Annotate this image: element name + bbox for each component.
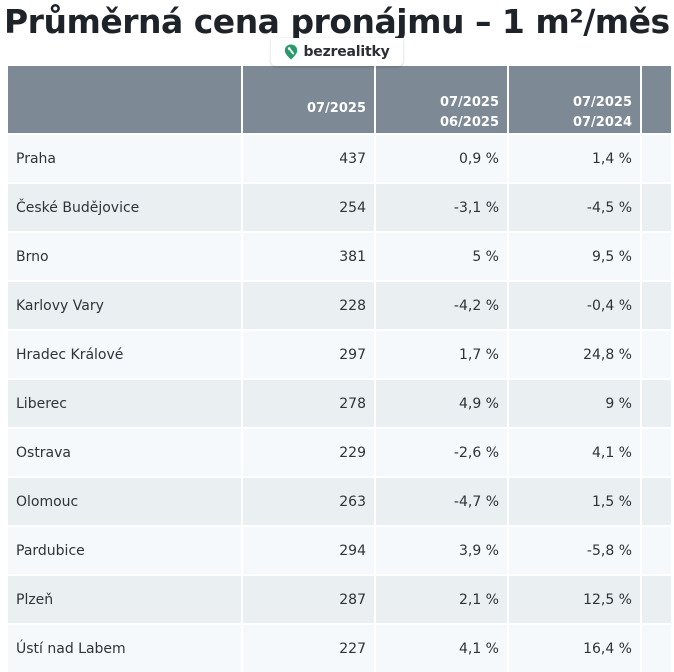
city-name: Praha — [8, 133, 243, 183]
city-name: Brno — [8, 231, 243, 281]
header-month-change-line2: 06/2025 — [439, 115, 499, 130]
table-row: České Budějovice 254 -3,1 % -4,5 % — [8, 182, 673, 232]
header-month-change-line1: 07/2025 — [439, 95, 499, 110]
table-row: Liberec 278 4,9 % 9 % — [8, 378, 673, 428]
header-city — [8, 66, 243, 134]
year-change-value: -5,8 % — [508, 525, 642, 575]
empty-cell — [641, 574, 673, 624]
empty-cell — [641, 231, 673, 281]
city-name: České Budějovice — [8, 182, 243, 232]
price-value: 227 — [242, 623, 376, 672]
price-value: 381 — [242, 231, 376, 281]
price-value: 254 — [242, 182, 376, 232]
empty-cell — [641, 182, 673, 232]
header-price: 07/2025 — [242, 66, 376, 134]
year-change-value: 4,1 % — [508, 427, 642, 477]
month-change-value: 4,9 % — [375, 378, 509, 428]
table-header-row: 07/2025 07/2025 06/2025 07/2025 07/2024 — [8, 66, 673, 134]
month-change-value: 3,9 % — [375, 525, 509, 575]
brand-name: bezrealitky — [303, 44, 390, 60]
price-value: 229 — [242, 427, 376, 477]
year-change-value: 1,5 % — [508, 476, 642, 526]
year-change-value: 9 % — [508, 378, 642, 428]
city-name: Ostrava — [8, 427, 243, 477]
header-year-change-line1: 07/2025 — [572, 95, 632, 110]
table-row: Ostrava 229 -2,6 % 4,1 % — [8, 427, 673, 477]
table-row: Olomouc 263 -4,7 % 1,5 % — [8, 476, 673, 526]
price-value: 228 — [242, 280, 376, 330]
price-value: 294 — [242, 525, 376, 575]
header-year-change-line2: 07/2024 — [572, 115, 632, 130]
header-extra — [641, 66, 673, 134]
page-title: Průměrná cena pronájmu – 1 m²/měsíc — [4, 2, 672, 41]
price-value: 297 — [242, 329, 376, 379]
city-name: Olomouc — [8, 476, 243, 526]
month-change-value: 5 % — [375, 231, 509, 281]
empty-cell — [641, 476, 673, 526]
table-row: Praha 437 0,9 % 1,4 % — [8, 133, 673, 183]
header-month-change: 07/2025 06/2025 — [375, 66, 509, 134]
city-name: Pardubice — [8, 525, 243, 575]
rent-table-container: 07/2025 07/2025 06/2025 07/2025 07/2024 … — [8, 66, 673, 672]
empty-cell — [641, 623, 673, 672]
price-value: 278 — [242, 378, 376, 428]
empty-cell — [641, 133, 673, 183]
table-row: Plzeň 287 2,1 % 12,5 % — [8, 574, 673, 624]
year-change-value: 9,5 % — [508, 231, 642, 281]
month-change-value: 1,7 % — [375, 329, 509, 379]
location-pin-icon — [285, 44, 298, 60]
year-change-value: 12,5 % — [508, 574, 642, 624]
table-row: Ústí nad Labem 227 4,1 % 16,4 % — [8, 623, 673, 672]
month-change-value: -4,7 % — [375, 476, 509, 526]
header-year-change: 07/2025 07/2024 — [508, 66, 642, 134]
price-value: 263 — [242, 476, 376, 526]
table-row: Karlovy Vary 228 -4,2 % -0,4 % — [8, 280, 673, 330]
month-change-value: -3,1 % — [375, 182, 509, 232]
month-change-value: 0,9 % — [375, 133, 509, 183]
city-name: Liberec — [8, 378, 243, 428]
city-name: Plzeň — [8, 574, 243, 624]
city-name: Karlovy Vary — [8, 280, 243, 330]
header-price-label: 07/2025 — [306, 100, 366, 116]
empty-cell — [641, 378, 673, 428]
price-value: 287 — [242, 574, 376, 624]
year-change-value: 24,8 % — [508, 329, 642, 379]
rent-table: 07/2025 07/2025 06/2025 07/2025 07/2024 … — [8, 66, 673, 672]
empty-cell — [641, 525, 673, 575]
table-row: Pardubice 294 3,9 % -5,8 % — [8, 525, 673, 575]
month-change-value: 2,1 % — [375, 574, 509, 624]
year-change-value: -0,4 % — [508, 280, 642, 330]
city-name: Hradec Králové — [8, 329, 243, 379]
table-row: Hradec Králové 297 1,7 % 24,8 % — [8, 329, 673, 379]
month-change-value: -4,2 % — [375, 280, 509, 330]
table-row: Brno 381 5 % 9,5 % — [8, 231, 673, 281]
year-change-value: 1,4 % — [508, 133, 642, 183]
month-change-value: -2,6 % — [375, 427, 509, 477]
month-change-value: 4,1 % — [375, 623, 509, 672]
empty-cell — [641, 427, 673, 477]
price-value: 437 — [242, 133, 376, 183]
brand-badge: bezrealitky — [271, 38, 403, 66]
empty-cell — [641, 329, 673, 379]
empty-cell — [641, 280, 673, 330]
city-name: Ústí nad Labem — [8, 623, 243, 672]
year-change-value: -4,5 % — [508, 182, 642, 232]
year-change-value: 16,4 % — [508, 623, 642, 672]
